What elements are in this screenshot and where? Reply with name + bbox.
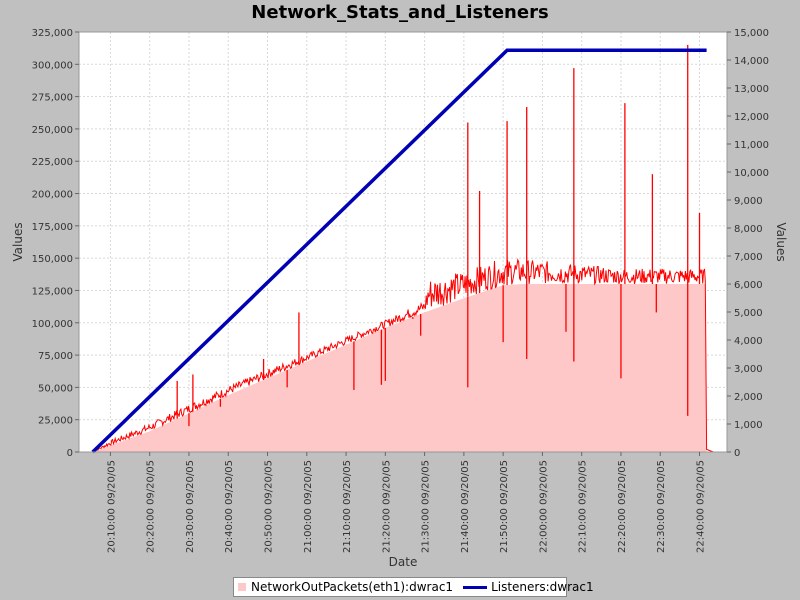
series-layer [91,44,714,454]
x-axis-label: Date [389,555,418,569]
right-axis: 0 1,000 2,000 3,000 4,000 5,000 6,000 7,000 8,00… [727,28,769,459]
legend-swatch-line [463,585,488,589]
legend-swatch-area [238,583,246,591]
x-tick-label: 22:30:00 09/20/05 [656,460,667,553]
left-tick-label: 225,000 [32,157,73,168]
right-tick-label: 8,000 [734,224,763,235]
left-tick-label: 125,000 [32,286,73,297]
x-tick-label: 21:00:00 09/20/05 [303,460,314,553]
left-tick-label: 150,000 [32,254,73,265]
right-tick-label: 6,000 [734,280,763,291]
x-axis: 20:10:00 09/20/05 20:20:00 09/20/05 20:30:… [106,452,707,553]
right-tick-label: 5,000 [734,308,763,319]
left-axis: 0 25,000 50,000 75,000 100,000 125,000 150,000… [32,28,79,459]
left-tick-label: 0 [67,448,73,459]
x-tick-label: 21:20:00 09/20/05 [381,460,392,553]
right-tick-label: 14,000 [734,56,769,67]
x-tick-label: 22:00:00 09/20/05 [538,460,549,553]
chart-title: Network_Stats_and_Listeners [251,2,548,23]
x-tick-label: 20:40:00 09/20/05 [224,460,235,553]
left-tick-label: 250,000 [32,125,73,136]
right-tick-label: 11,000 [734,140,769,151]
right-tick-label: 12,000 [734,112,769,123]
x-tick-label: 22:40:00 09/20/05 [696,460,707,553]
x-tick-label: 21:40:00 09/20/05 [460,460,471,553]
x-tick-label: 20:50:00 09/20/05 [264,460,275,553]
right-tick-label: 15,000 [734,28,769,39]
x-tick-label: 20:10:00 09/20/05 [106,460,117,553]
x-tick-label: 20:30:00 09/20/05 [185,460,196,553]
left-tick-label: 200,000 [32,190,73,201]
x-tick-label: 21:50:00 09/20/05 [499,460,510,553]
left-tick-label: 75,000 [38,351,73,362]
x-tick-label: 21:30:00 09/20/05 [421,460,432,553]
plot-border [78,31,728,453]
right-tick-label: 10,000 [734,168,769,179]
legend-item-listeners: Listeners:dwrac1 [459,580,594,594]
right-tick-label: 0 [734,448,740,459]
y-axis-label-right: Values [774,222,788,261]
x-tick-label: 22:10:00 09/20/05 [578,460,589,553]
left-tick-label: 50,000 [38,383,73,394]
x-tick-label: 20:20:00 09/20/05 [146,460,157,553]
right-tick-label: 9,000 [734,196,763,207]
y-axis-label-left: Values [11,222,25,261]
right-tick-label: 7,000 [734,252,763,263]
right-tick-label: 2,000 [734,392,763,403]
network-line [92,258,714,453]
right-tick-label: 13,000 [734,84,769,95]
left-tick-label: 275,000 [32,93,73,104]
x-tick-label: 22:20:00 09/20/05 [617,460,628,553]
legend-label-network: NetworkOutPackets(eth1):dwrac1 [251,580,454,594]
left-tick-label: 175,000 [32,222,73,233]
network-area [92,284,707,452]
left-tick-label: 25,000 [38,416,73,427]
right-tick-label: 1,000 [734,420,763,431]
right-tick-label: 4,000 [734,336,763,347]
legend: NetworkOutPackets(eth1):dwrac1 Listeners… [233,577,594,597]
left-tick-label: 300,000 [32,60,73,71]
right-tick-label: 3,000 [734,364,763,375]
listeners-line [91,48,707,454]
legend-item-network: NetworkOutPackets(eth1):dwrac1 [238,580,453,594]
legend-label-listeners: Listeners:dwrac1 [491,580,594,594]
left-tick-label: 325,000 [32,28,73,39]
left-tick-label: 100,000 [32,319,73,330]
x-tick-label: 21:10:00 09/20/05 [342,460,353,553]
